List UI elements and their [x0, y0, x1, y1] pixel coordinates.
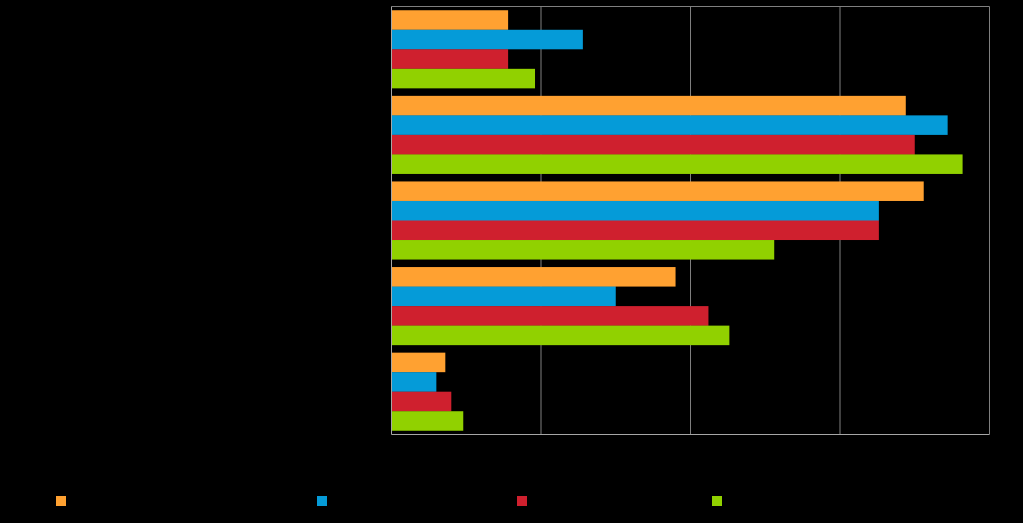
bar-series-3-category-2: [391, 134, 915, 155]
bar-series-2-category-4: [391, 286, 616, 307]
bar-series-3-category-4: [391, 306, 709, 326]
bar-series-2-category-5: [391, 372, 437, 392]
bar-series-1-category-4: [391, 267, 676, 287]
legend-swatch-series-3: [517, 496, 527, 506]
legend: [56, 496, 722, 506]
legend-swatch-series-4: [712, 496, 722, 506]
bar-series-4-category-5: [391, 411, 464, 431]
bars-layer: [391, 10, 963, 431]
bar-series-4-category-1: [391, 68, 536, 89]
bar-series-4-category-2: [391, 154, 963, 174]
bar-series-1-category-1: [391, 10, 509, 30]
axis-layer: [391, 6, 990, 435]
bar-series-3-category-5: [391, 391, 452, 412]
bar-series-1-category-3: [391, 181, 924, 201]
legend-swatch-series-2: [317, 496, 327, 506]
bar-series-4-category-4: [391, 325, 730, 346]
bar-series-2-category-1: [391, 29, 583, 50]
bar-series-2-category-2: [391, 115, 948, 135]
bar-series-3-category-1: [391, 49, 509, 69]
legend-swatch-series-1: [56, 496, 66, 506]
bar-series-1-category-2: [391, 95, 906, 116]
bar-series-3-category-3: [391, 220, 879, 241]
bar-series-2-category-3: [391, 200, 879, 221]
bar-series-1-category-5: [391, 352, 446, 373]
bar-series-4-category-3: [391, 240, 775, 260]
